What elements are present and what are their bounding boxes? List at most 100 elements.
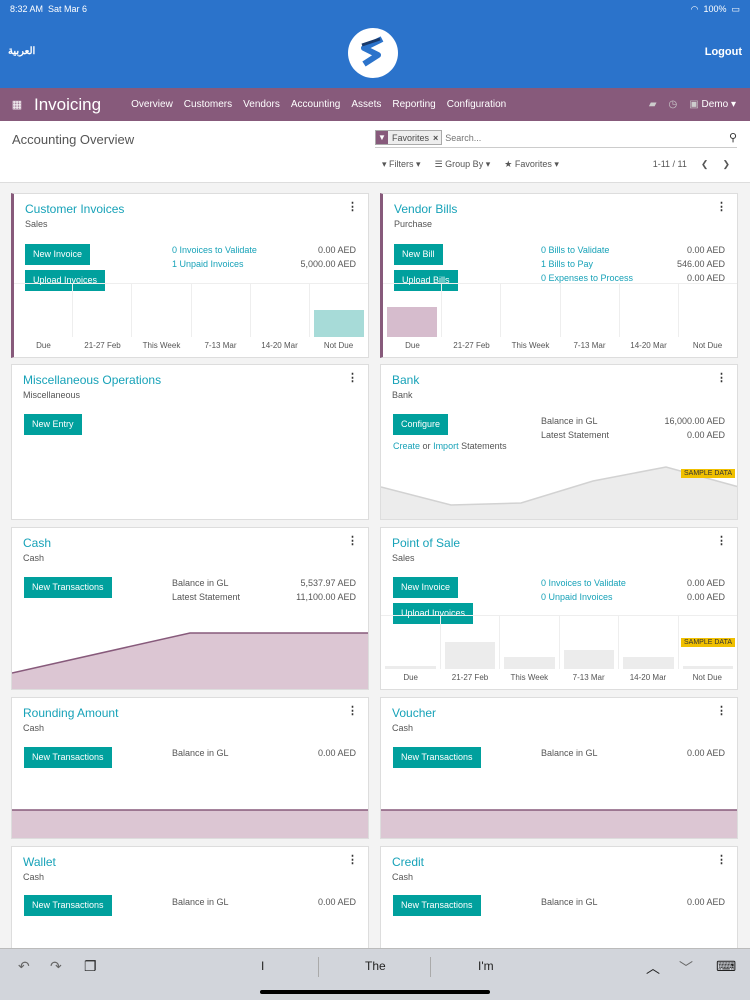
separator [318, 957, 319, 977]
apps-grid-icon[interactable]: ▦ [11, 99, 23, 111]
due-bar[interactable] [387, 307, 438, 337]
expenses-to-process-link[interactable]: 0 Expenses to Process [541, 273, 634, 283]
new-transactions-button[interactable]: New Transactions [24, 577, 112, 598]
vendor-bills-card: Vendor Bills Purchase ⋮ New Bill Upload … [380, 193, 738, 358]
paste-icon[interactable]: ❐ [84, 958, 97, 974]
search-options: ▾ Filters ▾ ☰ Group By ▾ ★ Favorites ▾ [382, 159, 559, 170]
pager-value[interactable]: 1-11 / 11 [652, 159, 687, 169]
card-title[interactable]: Wallet [23, 855, 56, 869]
or-text: or [422, 441, 431, 451]
new-invoice-button[interactable]: New Invoice [393, 577, 459, 598]
new-transactions-button[interactable]: New Transactions [393, 747, 481, 768]
menu-vendors[interactable]: Vendors [243, 99, 280, 110]
unpaid-invoices-value: 5,000.00 AED [300, 259, 356, 269]
card-title[interactable]: Bank [392, 373, 420, 387]
keyboard-icon[interactable]: ⌨ [716, 958, 737, 974]
new-transactions-button[interactable]: New Transactions [24, 747, 112, 768]
previous-icon[interactable]: ❮ [700, 159, 709, 169]
logout-button[interactable]: Logout [704, 46, 742, 58]
aging-chart[interactable] [383, 283, 737, 337]
suggestion-1[interactable]: I [261, 959, 265, 973]
not-due-bar[interactable] [313, 310, 365, 337]
aging-chart[interactable] [14, 283, 368, 337]
search-input[interactable] [445, 132, 716, 143]
facet-label: Favorites [392, 132, 430, 143]
app-title[interactable]: Invoicing [34, 94, 102, 114]
credit-card: Credit Cash ⋮ New Transactions Balance i… [380, 846, 738, 956]
new-bill-button[interactable]: New Bill [394, 244, 443, 265]
language-link[interactable]: العربية [8, 46, 36, 57]
menu-assets[interactable]: Assets [351, 99, 382, 110]
latest-statement-value: 0.00 AED [686, 430, 725, 440]
sample-bar [623, 657, 674, 669]
import-link[interactable]: Import [433, 441, 459, 451]
search-facet[interactable]: ▼ Favorites × [375, 130, 443, 145]
more-options-icon[interactable]: ⋮ [716, 535, 727, 547]
redo-icon[interactable]: ↷ [50, 958, 62, 974]
chevron-down-icon[interactable]: ﹀ [679, 960, 693, 976]
unpaid-invoices-link[interactable]: 1 Unpaid Invoices [172, 259, 244, 269]
undo-icon[interactable]: ↶ [18, 958, 30, 974]
sample-bar [682, 666, 733, 669]
misc-operations-card: Miscellaneous Operations Miscellaneous ⋮… [11, 364, 369, 520]
card-title[interactable]: Voucher [392, 706, 437, 720]
next-icon[interactable]: ❯ [722, 159, 730, 169]
more-options-icon[interactable]: ⋮ [716, 201, 727, 213]
new-transactions-button[interactable]: New Transactions [393, 895, 481, 916]
card-title[interactable]: Credit [392, 855, 425, 869]
menu-customers[interactable]: Customers [183, 99, 233, 110]
card-title[interactable]: Rounding Amount [23, 706, 119, 720]
card-title[interactable]: Customer Invoices [25, 202, 125, 216]
sample-bar-chart [381, 615, 737, 669]
card-title[interactable]: Vendor Bills [394, 202, 458, 216]
upload-invoices-button[interactable]: Upload Invoices [25, 270, 106, 291]
more-options-icon[interactable]: ⋮ [347, 201, 358, 213]
balance-value: 0.00 AED [686, 748, 725, 758]
favorites-dropdown[interactable]: ★ Favorites ▾ [504, 159, 559, 169]
new-invoice-button[interactable]: New Invoice [25, 244, 91, 265]
suggestion-3[interactable]: I'm [478, 959, 494, 973]
new-entry-button[interactable]: New Entry [24, 414, 82, 435]
configure-button[interactable]: Configure [393, 414, 449, 435]
user-menu[interactable]: ▣ Demo ▾ [689, 99, 736, 110]
clock-icon[interactable]: ◷ [668, 99, 678, 110]
balance-line-chart [381, 809, 737, 838]
create-link[interactable]: Create [393, 441, 421, 451]
bills-to-pay-link[interactable]: 1 Bills to Pay [541, 259, 594, 269]
cash-line-chart [12, 632, 368, 689]
more-options-icon[interactable]: ⋮ [716, 854, 727, 866]
menu-configuration[interactable]: Configuration [446, 99, 507, 110]
chat-icon[interactable]: ▰ [648, 99, 657, 110]
unpaid-invoices-link[interactable]: 0 Unpaid Invoices [541, 592, 613, 602]
more-options-icon[interactable]: ⋮ [716, 372, 727, 384]
more-options-icon[interactable]: ⋮ [716, 705, 727, 717]
axis-label: Not Due [323, 341, 354, 350]
invoices-to-validate-value: 0.00 AED [317, 245, 356, 255]
menu-overview[interactable]: Overview [131, 99, 173, 110]
remove-facet-icon[interactable]: × [433, 132, 439, 143]
card-title[interactable]: Point of Sale [392, 536, 461, 550]
more-options-icon[interactable]: ⋮ [347, 705, 358, 717]
expenses-to-process-value: 0.00 AED [686, 273, 725, 283]
filters-dropdown[interactable]: ▾ Filters ▾ [382, 159, 421, 169]
suggestion-2[interactable]: The [365, 959, 386, 973]
new-transactions-button[interactable]: New Transactions [24, 895, 112, 916]
menu-reporting[interactable]: Reporting [392, 99, 436, 110]
more-options-icon[interactable]: ⋮ [347, 854, 358, 866]
card-title[interactable]: Miscellaneous Operations [23, 373, 162, 387]
card-title[interactable]: Cash [23, 536, 52, 550]
groupby-dropdown[interactable]: ☰ Group By ▾ [434, 159, 491, 169]
latest-statement-label: Latest Statement [541, 430, 610, 440]
more-options-icon[interactable]: ⋮ [347, 372, 358, 384]
invoices-to-validate-link[interactable]: 0 Invoices to Validate [172, 245, 257, 255]
search-icon[interactable]: ⚲ [728, 132, 737, 144]
invoices-to-validate-link[interactable]: 0 Invoices to Validate [541, 578, 626, 588]
more-options-icon[interactable]: ⋮ [347, 535, 358, 547]
home-indicator[interactable] [260, 990, 490, 994]
upload-invoices-button[interactable]: Upload Invoices [393, 603, 474, 624]
bills-to-validate-link[interactable]: 0 Bills to Validate [541, 245, 610, 255]
chevron-up-icon[interactable]: ︿ [646, 960, 660, 976]
status-bar: 8:32 AM Sat Mar 6 ◠ 100% ▭ [0, 0, 750, 18]
axis-label: This Week [142, 341, 181, 350]
menu-accounting[interactable]: Accounting [290, 99, 341, 110]
